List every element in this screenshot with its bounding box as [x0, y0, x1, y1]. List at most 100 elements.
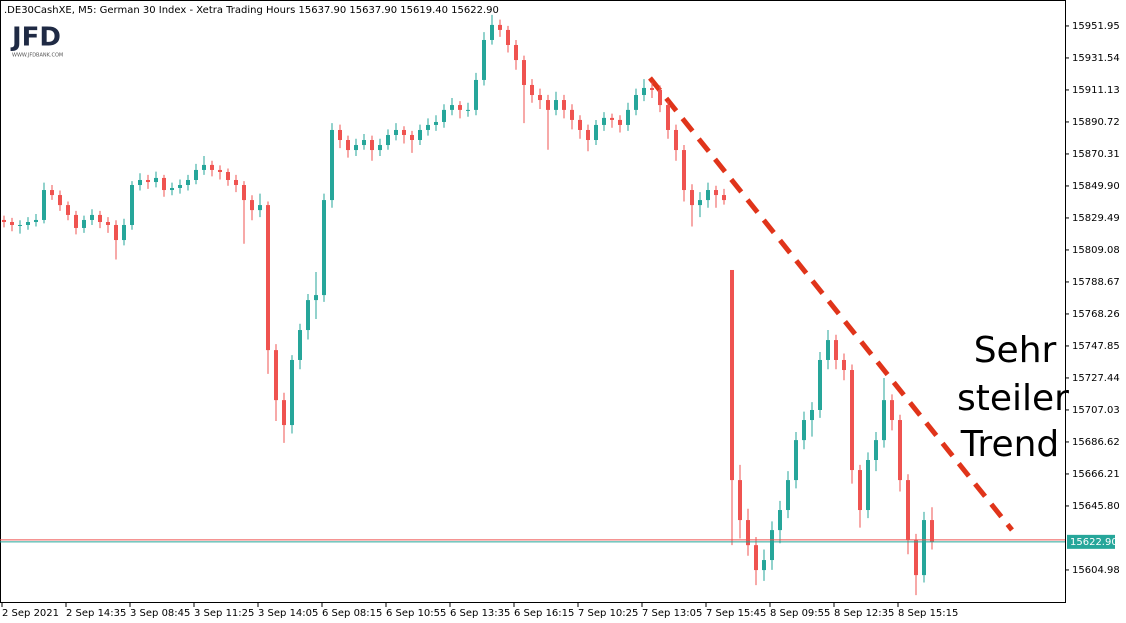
candle-body	[562, 100, 566, 110]
candle-body	[754, 545, 758, 571]
candle-body	[418, 129, 422, 141]
candle-body	[802, 420, 806, 441]
candle-body	[138, 179, 142, 186]
candle-body	[242, 185, 246, 201]
candle-body	[770, 530, 774, 561]
x-tick-label: 6 Sep 10:55	[386, 608, 446, 619]
x-tick-label: 3 Sep 11:25	[194, 608, 254, 619]
price-tag-label: 15622.90	[1070, 537, 1118, 548]
x-tick-label: 7 Sep 13:05	[642, 608, 702, 619]
annotation: Trend	[960, 424, 1060, 465]
candle-body	[650, 87, 654, 90]
annotation: steiler	[957, 378, 1069, 419]
candle-body	[450, 105, 454, 110]
candle-body	[906, 480, 910, 541]
candle-body	[762, 560, 766, 571]
y-tick-label: 15951.95	[1072, 21, 1120, 32]
x-tick-label: 2 Sep 2021	[2, 608, 59, 619]
candle-body	[90, 214, 94, 220]
candle-body	[378, 145, 382, 151]
candle-body	[898, 420, 902, 481]
candle-body	[458, 105, 462, 110]
y-tick-label: 15604.98	[1072, 565, 1120, 576]
candle-body	[874, 440, 878, 461]
candle-body	[442, 109, 446, 122]
candle-body	[834, 340, 838, 360]
candle-body	[818, 359, 822, 410]
candle-body	[554, 100, 558, 110]
candle-body	[274, 350, 278, 401]
candle-body	[666, 105, 670, 130]
candle-body	[26, 222, 30, 225]
candle-body	[338, 129, 342, 141]
candle-body	[690, 190, 694, 206]
candle-body	[298, 330, 302, 360]
candle-body	[322, 200, 326, 296]
y-tick-label: 15849.90	[1072, 181, 1120, 192]
candle-body	[370, 140, 374, 151]
candle-body	[194, 169, 198, 180]
candle-body	[306, 300, 310, 331]
candle-body	[490, 24, 494, 40]
candle-body	[634, 95, 638, 110]
candle-body	[210, 164, 214, 170]
logo: JFD	[10, 23, 61, 53]
candle-body	[18, 224, 22, 226]
candle-body	[786, 480, 790, 511]
candle-body	[106, 222, 110, 225]
candle-body	[858, 470, 862, 511]
candle-body	[602, 117, 606, 125]
candle-body	[114, 224, 118, 241]
y-tick-label: 15707.03	[1072, 405, 1120, 416]
candle-body	[330, 129, 334, 201]
candle-body	[746, 520, 750, 546]
candle-body	[290, 359, 294, 426]
candle-body	[98, 214, 102, 223]
chart-title: .DE30CashXE, M5: German 30 Index - Xetra…	[4, 5, 499, 16]
candle-body	[610, 117, 614, 120]
candle-body	[410, 134, 414, 141]
candle-body	[658, 89, 662, 106]
y-tick-label: 15686.62	[1072, 437, 1120, 448]
candle-body	[66, 205, 70, 215]
x-tick-label: 6 Sep 08:15	[322, 608, 382, 619]
y-tick-label: 15666.21	[1072, 469, 1120, 480]
candle-body	[250, 200, 254, 211]
y-tick-label: 15645.80	[1072, 501, 1120, 512]
candle-body	[58, 195, 62, 206]
candle-body	[706, 190, 710, 201]
candle-body	[130, 185, 134, 225]
candle-body	[74, 214, 78, 228]
logo-url: WWW.JFDBANK.COM	[12, 53, 63, 59]
y-tick-label: 15809.08	[1072, 245, 1120, 256]
y-tick-label: 15788.67	[1072, 277, 1120, 288]
x-tick-label: 7 Sep 10:25	[578, 608, 638, 619]
candle-body	[354, 145, 358, 151]
candle-body	[170, 187, 174, 191]
candle-body	[826, 340, 830, 360]
candle-body	[618, 119, 622, 125]
x-tick-label: 7 Sep 15:45	[706, 608, 766, 619]
candle-body	[642, 87, 646, 96]
candle-body	[282, 400, 286, 426]
candle-body	[546, 100, 550, 110]
y-tick-label: 15747.85	[1072, 341, 1120, 352]
y-tick-label: 15890.72	[1072, 117, 1120, 128]
x-tick-label: 8 Sep 09:55	[770, 608, 830, 619]
candle-body	[698, 200, 702, 206]
x-tick-label: 6 Sep 16:15	[514, 608, 574, 619]
candle-body	[842, 359, 846, 371]
x-tick-label: 6 Sep 13:35	[450, 608, 510, 619]
candle-body	[402, 129, 406, 135]
candle-body	[914, 540, 918, 576]
candle-body	[34, 219, 38, 223]
candle-body	[42, 190, 46, 220]
candle-body	[434, 121, 438, 125]
candle-body	[682, 150, 686, 191]
price-tag	[1067, 534, 1115, 549]
candle-body	[146, 179, 150, 183]
x-tick-label: 2 Sep 14:35	[66, 608, 126, 619]
candle-body	[778, 510, 782, 531]
candle-body	[362, 140, 366, 146]
